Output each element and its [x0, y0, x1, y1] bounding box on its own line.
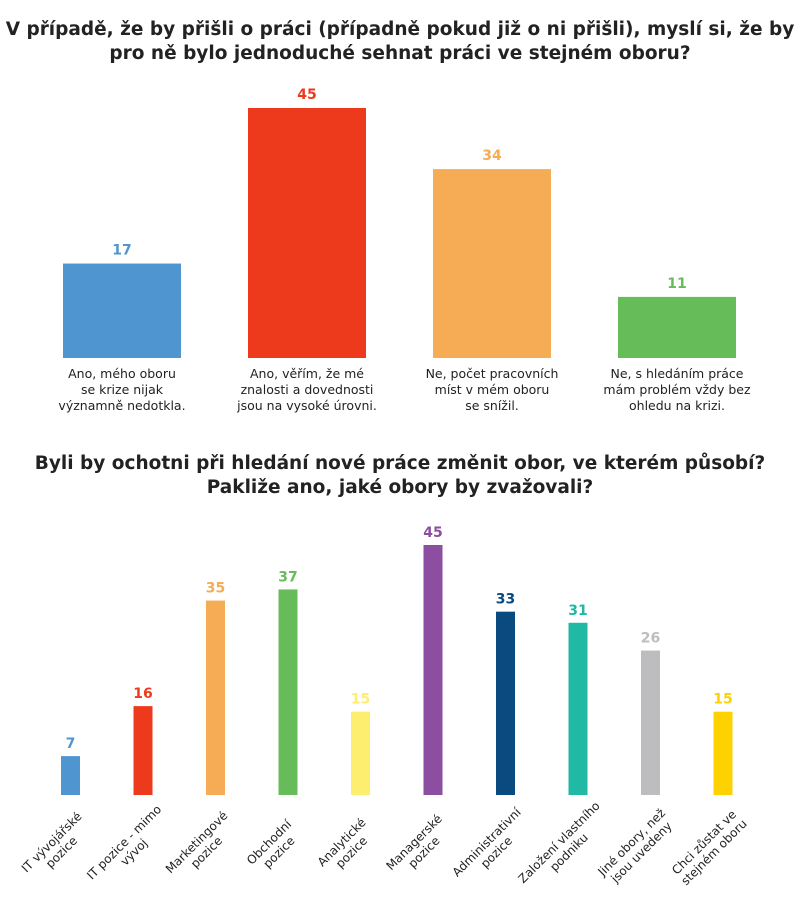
chart1-category-line: ohledu na krizi.	[629, 398, 725, 413]
chart2-value-label: 7	[66, 736, 76, 752]
chart2-value-label: 26	[641, 631, 660, 647]
chart2-bar	[641, 650, 660, 795]
chart1-category-line: Ano, věřím, že mé	[250, 366, 364, 381]
chart1-category-line: jsou na vysoké úrovni.	[236, 398, 377, 413]
chart1-title-line: pro ně bylo jednoduché sehnat práci ve s…	[109, 43, 691, 64]
chart1-category-label: Ano, mého oboru se krize nijak významně ne…	[58, 366, 185, 413]
chart2-bar	[61, 756, 80, 795]
chart2-value-label: 15	[351, 692, 370, 708]
chart1-value-label: 17	[112, 243, 131, 259]
chart2-title-line: Pakliže ano, jaké obory by zvažovali?	[206, 477, 594, 498]
chart2-category-label: IT vývojářsképozice	[19, 809, 95, 885]
chart2-bar	[278, 589, 298, 795]
chart1-title-line: V případě, že by přišli o práci (případn…	[5, 19, 795, 40]
chart2-title: Byli by ochotni při hledání nové práce z…	[0, 452, 800, 500]
chart1-category-line: míst v mém oboru	[435, 382, 550, 397]
chart2-value-label: 45	[423, 525, 442, 541]
chart2-category-label: IT pozice - mimovývoj	[84, 802, 174, 892]
chart2-category-label: Obchodnípozice	[244, 817, 305, 878]
chart1-category-line: mám problém vždy bez	[603, 382, 751, 397]
chart1-bar	[248, 108, 366, 358]
chart1-category-label: Ne, s hledáním práce mám problém vždy bez…	[603, 366, 751, 413]
chart1-bar	[63, 263, 181, 358]
chart1-category-line: znalosti a dovednosti	[241, 382, 374, 397]
chart2-category-label: Založení vlastníhopodniku	[516, 799, 613, 896]
chart2-title-line: Byli by ochotni při hledání nové práce z…	[34, 453, 766, 474]
chart2-value-label: 15	[713, 692, 732, 708]
chart2-category-label: Analyticképozice	[315, 815, 379, 879]
chart1-bar	[433, 169, 551, 358]
chart2-value-label: 16	[133, 686, 152, 702]
chart2-category-line: IT pozice - mimo	[84, 802, 164, 882]
chart1-category-line: se snížil.	[465, 398, 519, 413]
chart2-category-label: Chci zůstat vestejném oboru	[668, 807, 749, 888]
chart2-value-label: 31	[568, 603, 587, 619]
chart1-category-label: Ano, věřím, že mé znalosti a dovednosti js…	[236, 366, 377, 413]
chart1-category-line: Ne, s hledáním práce	[611, 366, 744, 381]
chart1-value-label: 45	[297, 87, 316, 103]
chart2-bar	[423, 545, 443, 795]
chart2-bar	[713, 711, 733, 795]
chart2-category-label: Jiné obory, nežjsou uvedeny	[595, 806, 678, 889]
chart1-value-label: 11	[667, 276, 686, 292]
chart2-bar	[568, 622, 588, 795]
chart2-bar	[133, 706, 153, 795]
chart1-category-label: Ne, počet pracovních míst v mém oboru se s…	[426, 366, 559, 413]
chart1-title: V případě, že by přišli o práci (případn…	[0, 18, 800, 66]
chart2-bar	[206, 600, 225, 795]
chart1-category-line: se krize nijak	[81, 382, 164, 397]
chart1-plot: 17 Ano, mého oboru se krize nijak významně …	[58, 87, 751, 413]
chart1-bar	[618, 296, 736, 358]
chart2-value-label: 35	[206, 581, 225, 597]
chart2-bar	[496, 611, 515, 795]
chart2-category-line: Založení vlastního	[516, 799, 603, 886]
chart2-category-label: Managersképozice	[383, 812, 454, 883]
chart1-category-line: významně nedotkla.	[58, 398, 185, 413]
chart1-category-line: Ne, počet pracovních	[426, 366, 559, 381]
chart2-bar	[351, 711, 370, 795]
chart1-value-label: 34	[482, 148, 502, 164]
chart2-value-label: 33	[496, 592, 515, 608]
chart2-value-label: 37	[278, 569, 297, 585]
chart1-category-line: Ano, mého oboru	[68, 366, 176, 381]
chart2-category-label: Marketingovépozice	[163, 809, 241, 887]
